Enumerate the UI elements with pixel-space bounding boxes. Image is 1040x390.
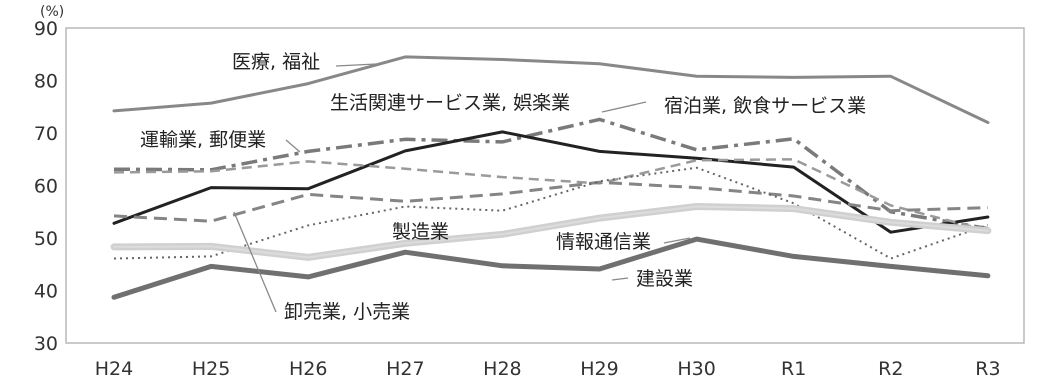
x-tick-label: R3 [975, 358, 1000, 380]
series-line-1 [113, 117, 989, 231]
y-tick-label: 60 [34, 176, 58, 198]
series-label: 運輸業, 郵便業 [140, 129, 266, 151]
leader-line [285, 139, 301, 153]
x-tick-label: R2 [878, 358, 903, 380]
y-tick-label: 30 [34, 333, 58, 355]
series-label: 生活関連サービス業, 娯楽業 [330, 92, 570, 114]
y-tick-label: 90 [34, 18, 58, 40]
y-tick-label: 80 [34, 71, 58, 93]
leader-line [335, 63, 377, 67]
leader-line [663, 237, 691, 244]
leader-line [601, 101, 647, 113]
series-line-3 [113, 158, 989, 232]
series-line-7 [113, 205, 989, 259]
series-label: 医療, 福祉 [232, 51, 320, 73]
series-line-5 [113, 166, 989, 260]
y-tick-label: 50 [34, 228, 58, 250]
series-line-4 [113, 180, 988, 223]
y-tick-label: 40 [34, 281, 58, 303]
x-tick-label: H27 [386, 358, 424, 380]
series-line-0 [112, 55, 990, 124]
y-tick-label: 70 [34, 123, 58, 145]
x-tick-label: H29 [580, 358, 618, 380]
leader-line [611, 277, 629, 281]
x-tick-label: H30 [677, 358, 715, 380]
plot-frame [65, 27, 1025, 344]
series-label: 情報通信業 [556, 231, 651, 253]
x-axis-ticks: H24 H25 H26 H27 H28 H29 H30 R1 R2 R3 [95, 358, 1001, 380]
x-tick-label: H25 [192, 358, 230, 380]
series-label: 卸売業, 小売業 [284, 301, 410, 323]
leader-line [233, 211, 277, 313]
series-label: 宿泊業, 飲食サービス業 [664, 95, 866, 117]
x-tick-label: H26 [289, 358, 327, 380]
x-tick-label: H28 [483, 358, 521, 380]
y-axis-unit: (%) [40, 4, 64, 20]
y-axis-ticks: 30 40 50 60 70 80 90 [34, 18, 58, 355]
series-line-2 [112, 130, 990, 234]
x-tick-label: R1 [781, 358, 806, 380]
series-label: 建設業 [636, 268, 693, 290]
x-tick-label: H24 [95, 358, 133, 380]
series-label: 製造業 [392, 221, 449, 243]
